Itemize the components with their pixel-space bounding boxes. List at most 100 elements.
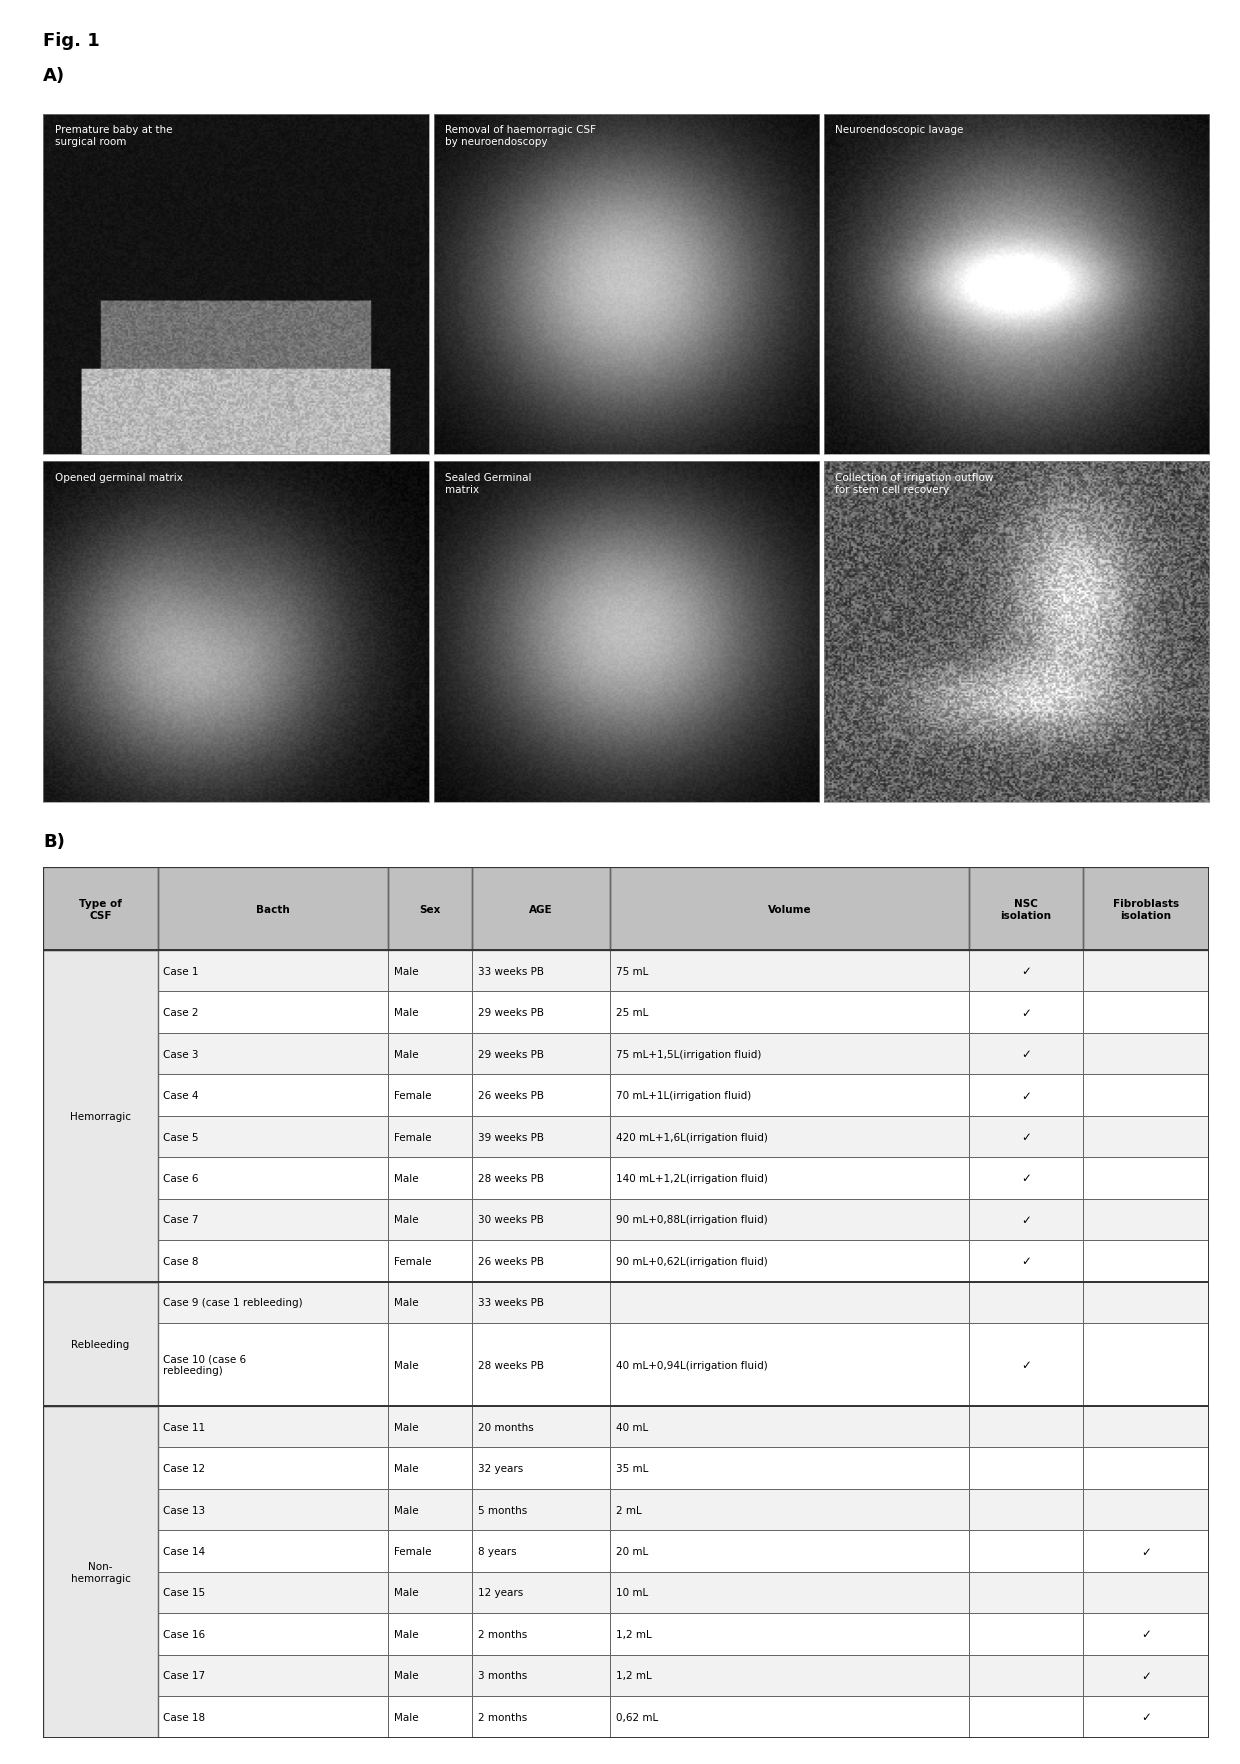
Bar — [968, 1614, 1083, 1655]
Text: 32 years: 32 years — [479, 1464, 523, 1473]
Text: Case 16: Case 16 — [164, 1628, 206, 1639]
Bar — [157, 1697, 388, 1738]
Text: Male: Male — [394, 1464, 419, 1473]
Text: Case 13: Case 13 — [164, 1505, 206, 1515]
Bar — [1083, 1655, 1209, 1697]
Text: A): A) — [43, 67, 66, 85]
Bar — [157, 868, 388, 951]
Bar — [1083, 1448, 1209, 1489]
Bar — [1083, 1240, 1209, 1282]
Bar — [472, 1655, 610, 1697]
Bar — [388, 868, 472, 951]
Text: 90 mL+0,62L(irrigation fluid): 90 mL+0,62L(irrigation fluid) — [616, 1256, 768, 1267]
Bar — [388, 1200, 472, 1240]
Bar — [968, 1117, 1083, 1157]
Bar — [157, 1655, 388, 1697]
Bar — [472, 951, 610, 991]
Bar — [157, 1240, 388, 1282]
Bar — [968, 1034, 1083, 1074]
Text: Removal of haemorragic CSF
by neuroendoscopy: Removal of haemorragic CSF by neuroendos… — [445, 125, 596, 146]
Bar — [472, 1572, 610, 1614]
Bar — [968, 868, 1083, 951]
Text: Case 8: Case 8 — [164, 1256, 198, 1267]
Bar — [610, 1697, 968, 1738]
Bar — [157, 951, 388, 991]
Text: Bacth: Bacth — [257, 905, 290, 914]
Bar — [388, 1157, 472, 1200]
Text: Male: Male — [394, 967, 419, 975]
Bar — [472, 868, 610, 951]
Bar — [157, 1572, 388, 1614]
Bar — [610, 1240, 968, 1282]
Text: ✓: ✓ — [1021, 1048, 1030, 1060]
Text: 40 mL+0,94L(irrigation fluid): 40 mL+0,94L(irrigation fluid) — [616, 1360, 768, 1369]
Bar — [610, 991, 968, 1034]
Bar — [968, 1489, 1083, 1531]
Bar — [388, 1572, 472, 1614]
Bar — [157, 1074, 388, 1117]
Text: Neuroendoscopic lavage: Neuroendoscopic lavage — [836, 125, 963, 134]
Text: 28 weeks PB: 28 weeks PB — [479, 1360, 544, 1369]
Text: ✓: ✓ — [1021, 1088, 1030, 1102]
Bar — [43, 1282, 157, 1406]
Bar — [1083, 868, 1209, 951]
Bar — [157, 1282, 388, 1323]
Bar — [472, 1200, 610, 1240]
Bar — [157, 991, 388, 1034]
Bar — [1083, 1282, 1209, 1323]
Text: Female: Female — [394, 1132, 432, 1141]
Text: Case 6: Case 6 — [164, 1173, 198, 1184]
Bar — [1083, 1614, 1209, 1655]
Text: ✓: ✓ — [1021, 1254, 1030, 1268]
Text: Male: Male — [394, 1628, 419, 1639]
Bar — [472, 1406, 610, 1448]
Text: Case 15: Case 15 — [164, 1588, 206, 1598]
Bar — [610, 1074, 968, 1117]
Text: 29 weeks PB: 29 weeks PB — [479, 1050, 544, 1058]
Bar — [968, 1655, 1083, 1697]
Text: 33 weeks PB: 33 weeks PB — [479, 1298, 544, 1307]
Text: Male: Male — [394, 1215, 419, 1224]
Bar — [968, 1200, 1083, 1240]
Text: 35 mL: 35 mL — [616, 1464, 649, 1473]
Text: 12 years: 12 years — [479, 1588, 523, 1598]
Bar — [968, 1240, 1083, 1282]
Bar — [157, 1200, 388, 1240]
Bar — [1083, 991, 1209, 1034]
Text: ✓: ✓ — [1141, 1545, 1151, 1558]
Text: 1,2 mL: 1,2 mL — [616, 1628, 651, 1639]
Text: 20 mL: 20 mL — [616, 1545, 649, 1556]
Bar — [610, 1200, 968, 1240]
Text: 40 mL: 40 mL — [616, 1422, 649, 1432]
Bar — [968, 1697, 1083, 1738]
Text: ✓: ✓ — [1021, 1171, 1030, 1185]
Bar — [472, 1034, 610, 1074]
Bar — [472, 1240, 610, 1282]
Bar — [388, 1240, 472, 1282]
Bar — [968, 1406, 1083, 1448]
Text: ✓: ✓ — [1141, 1628, 1151, 1641]
Bar — [968, 1572, 1083, 1614]
Text: Case 1: Case 1 — [164, 967, 198, 975]
Bar — [472, 1117, 610, 1157]
Text: Female: Female — [394, 1090, 432, 1101]
Text: Male: Male — [394, 1007, 419, 1018]
Text: 29 weeks PB: 29 weeks PB — [479, 1007, 544, 1018]
Text: Hemorragic: Hemorragic — [69, 1111, 131, 1122]
Bar — [388, 1489, 472, 1531]
Text: 28 weeks PB: 28 weeks PB — [479, 1173, 544, 1184]
Bar — [472, 1323, 610, 1406]
Text: Type of
CSF: Type of CSF — [79, 898, 122, 921]
Bar — [43, 1406, 157, 1738]
Bar — [1083, 1697, 1209, 1738]
Text: B): B) — [43, 833, 66, 850]
Bar — [157, 1614, 388, 1655]
Text: Rebleeding: Rebleeding — [72, 1339, 130, 1349]
Bar — [157, 1034, 388, 1074]
Bar — [610, 1117, 968, 1157]
Bar — [968, 1282, 1083, 1323]
Text: 20 months: 20 months — [479, 1422, 534, 1432]
Bar — [1083, 1323, 1209, 1406]
Bar — [1083, 1406, 1209, 1448]
Bar — [388, 1282, 472, 1323]
